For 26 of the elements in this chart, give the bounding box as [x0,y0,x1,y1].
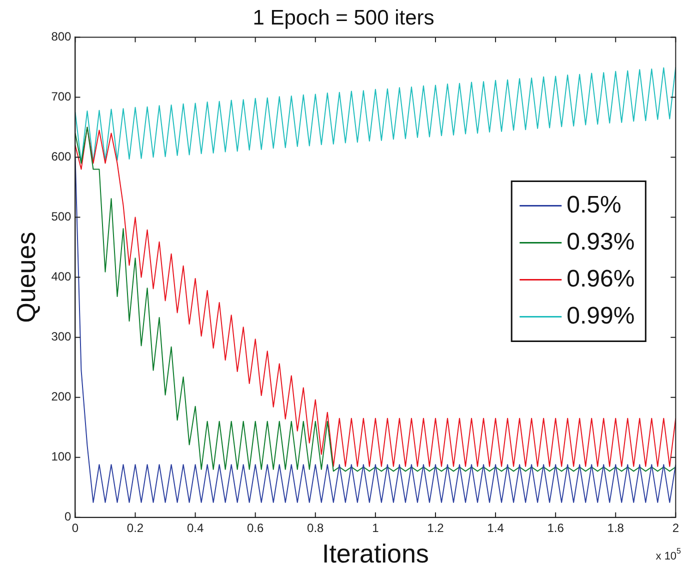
x-tick-label: 0.2 [126,520,144,535]
x-tick-label: 0.4 [186,520,204,535]
y-tick-label: 100 [51,450,72,464]
legend-label: 0.93% [566,228,635,256]
y-tick-label: 700 [51,90,72,104]
x-tick-label: 0.6 [247,520,264,535]
x-tick-label: 0.8 [307,520,324,535]
y-tick-label: 600 [51,150,72,164]
x-axis-title: Iterations [322,538,429,569]
y-axis-title: Queues [10,232,41,323]
legend-label: 0.99% [566,302,635,330]
legend-label: 0.96% [566,265,635,292]
y-tick-label: 400 [51,270,72,284]
x-tick-label: 1.8 [607,520,624,535]
x-tick-label: 1 [372,520,380,535]
chart-title: 1 Epoch = 500 iters [252,6,434,30]
y-tick-label: 300 [51,330,72,344]
legend-label: 0.5% [566,191,622,218]
x-tick-label: 1.2 [427,520,444,535]
y-tick-label: 0 [64,510,72,524]
y-tick-label: 500 [51,210,72,224]
x-tick-label: 2 [672,520,680,535]
x-tick-label: 1.6 [547,520,564,535]
y-tick-label: 200 [51,390,72,404]
y-tick-label: 800 [51,30,72,44]
x-tick-label: 1.4 [487,520,504,535]
